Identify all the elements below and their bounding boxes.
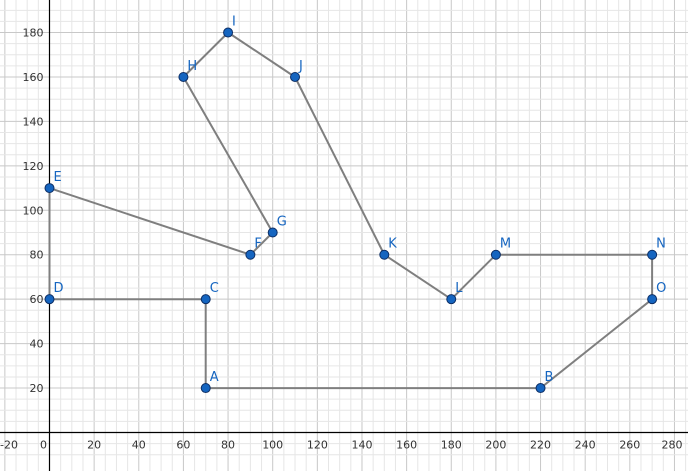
point-b[interactable]	[535, 383, 546, 394]
x-tick-label: 80	[221, 439, 235, 452]
x-tick-label: 60	[176, 439, 190, 452]
point-label-l: L	[455, 281, 463, 296]
x-tick-label: 120	[307, 439, 328, 452]
y-tick-label: 60	[30, 293, 44, 306]
x-tick-label: 140	[351, 439, 372, 452]
point-e[interactable]	[44, 183, 55, 194]
y-tick-label: 180	[23, 27, 44, 40]
x-tick-label: 100	[262, 439, 283, 452]
point-o[interactable]	[647, 294, 658, 305]
x-tick-label: 220	[530, 439, 551, 452]
point-h[interactable]	[178, 71, 189, 82]
y-tick-label: 80	[30, 249, 44, 262]
x-tick-label: 0	[40, 439, 47, 452]
polygon-path	[48, 31, 654, 390]
point-label-n: N	[656, 237, 666, 252]
x-tick-label: 20	[87, 439, 101, 452]
point-label-m: M	[500, 237, 511, 252]
point-label-a: A	[210, 370, 219, 385]
point-label-f: F	[254, 237, 261, 252]
y-tick-label: 160	[23, 71, 44, 84]
point-f[interactable]	[245, 249, 256, 260]
x-tick-label: -20	[0, 439, 18, 452]
point-label-k: K	[388, 237, 397, 252]
x-tick-label: 240	[575, 439, 596, 452]
point-d[interactable]	[44, 294, 55, 305]
point-label-j: J	[298, 59, 303, 74]
tick-labels: -20 0 20 40 60 80 100 120 140 160 180 200 220 240 260 2…	[0, 27, 682, 452]
point-i[interactable]	[223, 27, 234, 38]
x-tick-label: 280	[661, 439, 682, 452]
polygon-outline	[48, 31, 654, 390]
x-tick-label: 180	[441, 439, 462, 452]
x-tick-label: 260	[619, 439, 640, 452]
point-label-i: I	[232, 15, 236, 30]
y-tick-label: 140	[23, 115, 44, 128]
x-tick-label: 160	[396, 439, 417, 452]
point-label-e: E	[54, 170, 62, 185]
x-tick-label: 200	[485, 439, 506, 452]
points: A B C D E F G H I J K L M N O	[44, 15, 666, 394]
point-a[interactable]	[200, 383, 211, 394]
point-label-h: H	[187, 59, 197, 74]
y-tick-label: 20	[30, 382, 44, 395]
point-n[interactable]	[647, 249, 658, 260]
y-tick-label: 40	[30, 338, 44, 351]
point-label-c: C	[210, 281, 219, 296]
point-j[interactable]	[290, 71, 301, 82]
point-g[interactable]	[267, 227, 278, 238]
point-k[interactable]	[379, 249, 390, 260]
point-l[interactable]	[446, 294, 457, 305]
x-tick-label: 40	[132, 439, 146, 452]
y-tick-label: 120	[23, 160, 44, 173]
point-label-d: D	[54, 281, 64, 296]
point-label-g: G	[277, 215, 287, 230]
point-label-b: B	[545, 370, 554, 385]
y-tick-label: 100	[23, 204, 44, 217]
point-label-o: O	[656, 281, 666, 296]
point-m[interactable]	[490, 249, 501, 260]
point-c[interactable]	[200, 294, 211, 305]
